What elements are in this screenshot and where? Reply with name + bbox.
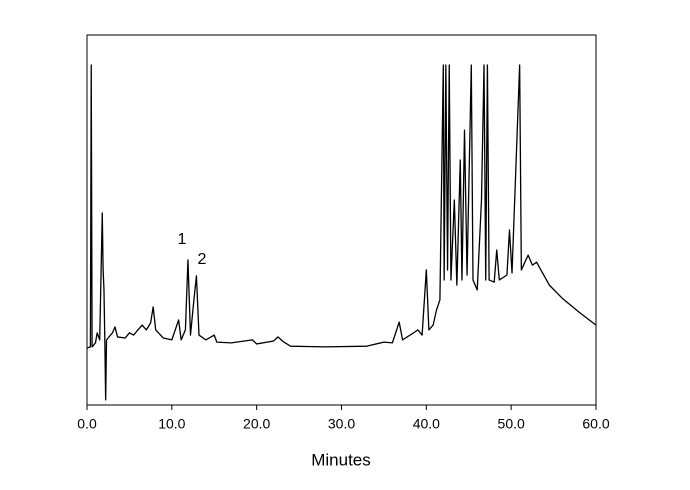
chromatogram-line: [86, 64, 597, 401]
x-tick-label: 50.0: [498, 416, 525, 432]
x-tick-label: 10.0: [158, 416, 185, 432]
x-tick-label: 0.0: [77, 416, 97, 432]
x-tick-label: 60.0: [582, 416, 609, 432]
x-tick-label: 30.0: [328, 416, 355, 432]
peak-label: 2: [198, 251, 207, 268]
peak-label: 1: [178, 231, 187, 248]
x-tick-label: 40.0: [413, 416, 440, 432]
x-axis-label: Minutes: [311, 450, 371, 469]
x-tick-label: 20.0: [243, 416, 270, 432]
